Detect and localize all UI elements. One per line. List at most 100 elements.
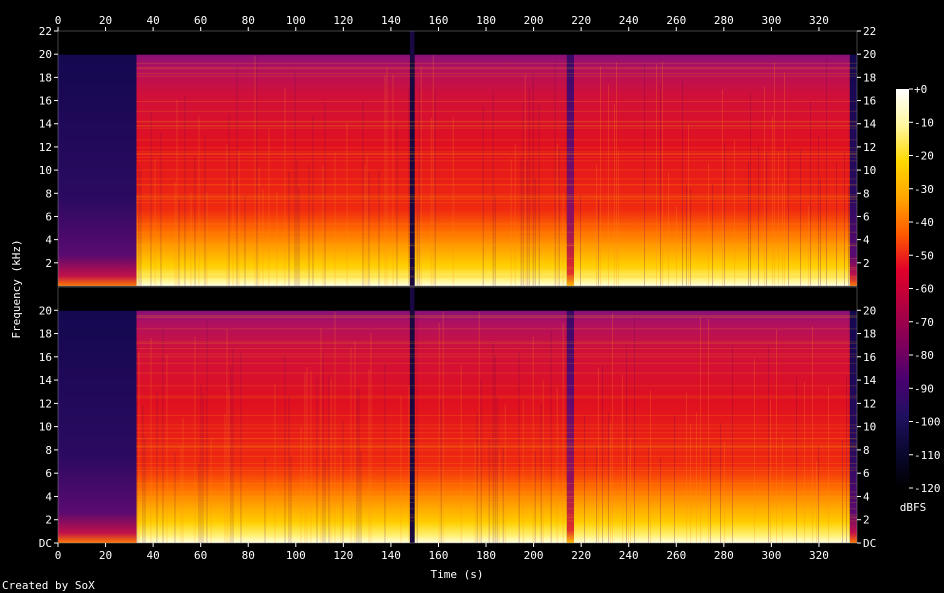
colorbar-tick-label: -110 <box>914 449 941 462</box>
texture-streak <box>200 383 202 543</box>
texture-streak <box>240 352 242 543</box>
texture-streak <box>204 135 206 286</box>
texture-streak <box>510 159 512 286</box>
texture-streak <box>562 192 564 286</box>
y-tick-label-left: 2 <box>45 257 52 270</box>
texture-band <box>136 245 858 247</box>
y-tick-label-right: 2 <box>863 514 870 527</box>
texture-streak <box>418 86 420 286</box>
texture-streak <box>776 329 778 543</box>
texture-band <box>136 127 858 129</box>
texture-band <box>136 427 858 429</box>
texture-streak <box>784 72 786 286</box>
y-tick-label-left: 20 <box>39 304 52 317</box>
texture-streak <box>232 179 234 286</box>
texture-streak <box>556 387 558 543</box>
texture-band <box>136 495 858 497</box>
texture-streak <box>334 152 336 286</box>
x-tick-label-top: 220 <box>571 14 591 27</box>
texture-streak <box>842 439 844 543</box>
x-tick-label-top: 200 <box>524 14 544 27</box>
texture-streak <box>662 62 664 287</box>
texture-streak <box>274 384 276 543</box>
texture-streak <box>768 346 770 543</box>
y-tick-label-left: 16 <box>39 95 52 108</box>
texture-streak <box>198 116 200 286</box>
texture-band <box>136 276 858 278</box>
texture-streak <box>782 436 784 543</box>
texture-streak <box>844 150 846 286</box>
y-tick-label-left: 18 <box>39 71 52 84</box>
texture-band <box>136 446 858 448</box>
texture-streak <box>408 89 410 287</box>
texture-streak <box>608 413 610 543</box>
credit-text: Created by SoX <box>2 579 95 592</box>
texture-band <box>136 455 858 457</box>
texture-band <box>136 100 858 102</box>
x-tick-label-top: 40 <box>146 14 159 27</box>
y-tick-label-left: 4 <box>45 234 52 247</box>
texture-streak <box>440 398 442 543</box>
channel-1-segment-4-dip <box>566 31 575 286</box>
texture-streak <box>176 99 178 286</box>
texture-streak <box>174 182 176 286</box>
texture-band <box>136 153 858 155</box>
texture-band <box>136 438 858 440</box>
texture-streak <box>138 352 140 543</box>
colorbar-tick-label: -30 <box>914 183 934 196</box>
texture-streak <box>180 446 182 543</box>
texture-streak <box>206 192 208 286</box>
texture-band <box>136 202 858 204</box>
texture-band <box>136 267 858 269</box>
channel-1-segment-2-gap <box>409 31 415 286</box>
x-tick-label-top: 20 <box>99 14 112 27</box>
texture-streak <box>254 55 256 286</box>
texture-streak <box>758 146 760 286</box>
texture-streak <box>628 455 630 543</box>
texture-band <box>136 397 858 399</box>
texture-streak <box>492 341 494 543</box>
x-tick-label-bottom: 80 <box>242 549 255 562</box>
texture-streak <box>386 67 388 286</box>
texture-streak <box>482 106 484 286</box>
y-tick-label-right: 14 <box>863 118 877 131</box>
texture-streak <box>766 151 768 286</box>
y-tick-label-left: 18 <box>39 328 52 341</box>
texture-streak <box>542 379 544 543</box>
texture-streak <box>812 326 814 543</box>
y-tick-label-right: 12 <box>863 141 876 154</box>
texture-streak <box>432 55 434 286</box>
texture-streak <box>198 463 200 543</box>
y-tick-label-left: 14 <box>39 374 53 387</box>
texture-streak <box>276 191 278 286</box>
texture-streak <box>416 195 418 286</box>
y-tick-label-right: 20 <box>863 48 876 61</box>
texture-streak <box>732 345 734 543</box>
channel-2-segment-4-dip <box>566 287 575 543</box>
texture-band <box>136 275 858 277</box>
texture-streak <box>532 72 534 286</box>
texture-streak <box>258 167 260 286</box>
texture-streak <box>836 162 838 286</box>
texture-streak <box>346 122 348 286</box>
colorbar-tick-label: -120 <box>914 482 941 495</box>
texture-band <box>136 231 858 233</box>
texture-streak <box>262 189 264 286</box>
texture-band <box>136 194 858 196</box>
texture-streak <box>710 448 712 543</box>
x-tick-label-top: 0 <box>55 14 62 27</box>
x-tick-label-bottom: 60 <box>194 549 207 562</box>
texture-band <box>136 348 858 350</box>
colorbar-tick-label: +0 <box>914 83 927 96</box>
texture-band <box>136 197 858 199</box>
texture-streak <box>322 352 324 543</box>
texture-band <box>136 446 858 448</box>
x-tick-label-bottom: 300 <box>761 549 781 562</box>
texture-streak <box>342 421 344 543</box>
texture-streak <box>366 155 368 286</box>
texture-streak <box>660 457 662 543</box>
channel-1-segment-3-loud <box>414 31 567 286</box>
texture-band <box>136 196 858 198</box>
texture-streak <box>290 456 292 543</box>
texture-band <box>136 245 858 247</box>
